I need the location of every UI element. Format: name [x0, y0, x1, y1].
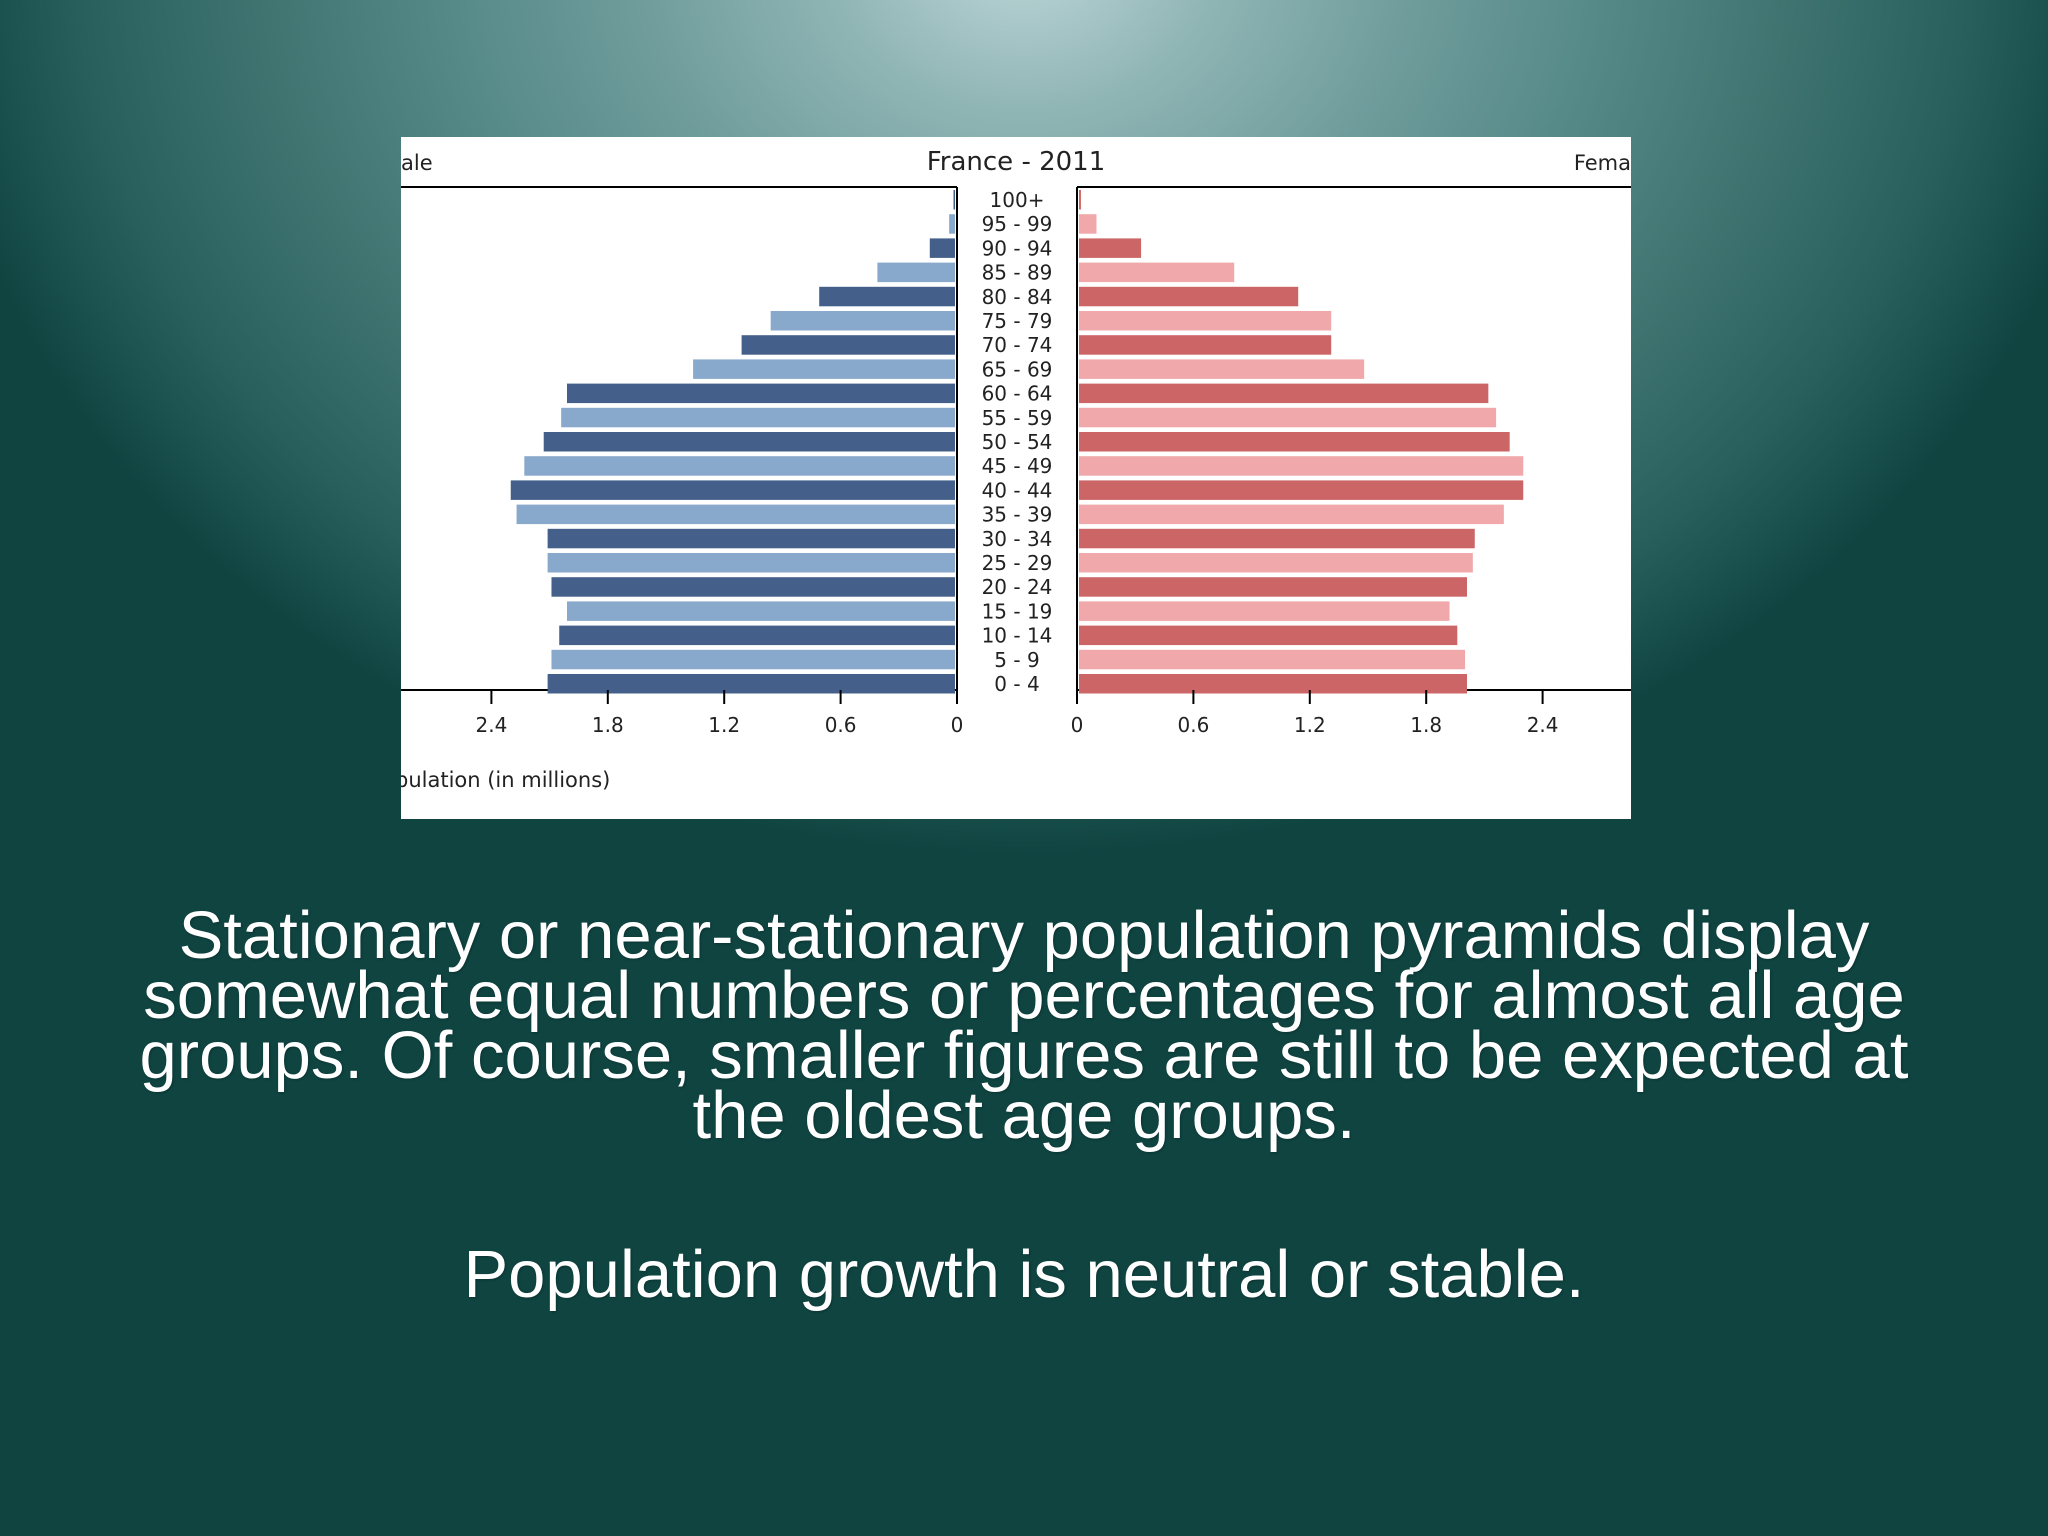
age-group-label: 80 - 84 — [982, 285, 1053, 309]
chart-title: France - 2011 — [927, 147, 1106, 177]
age-group-label: 85 - 89 — [982, 261, 1053, 285]
female-bar — [1079, 649, 1466, 670]
male-bar — [567, 601, 955, 621]
age-group-label: 25 - 29 — [982, 551, 1053, 575]
male-header-label: ale — [401, 151, 433, 175]
female-bar — [1079, 262, 1235, 283]
age-group-label: 35 - 39 — [982, 503, 1053, 527]
female-bar — [1079, 577, 1467, 597]
male-bar — [547, 674, 955, 694]
age-group-label: 45 - 49 — [982, 454, 1053, 478]
age-group-label: 15 - 19 — [982, 599, 1053, 623]
age-group-label: 75 - 79 — [982, 309, 1053, 333]
male-bar — [551, 649, 955, 670]
female-bar — [1079, 311, 1332, 331]
male-bar — [929, 238, 955, 258]
male-bar — [547, 553, 955, 573]
male-bar — [551, 577, 955, 597]
x-tick-label: 1.8 — [592, 713, 624, 737]
x-tick-label: 2.4 — [475, 713, 507, 737]
male-bar — [949, 214, 955, 234]
female-bar — [1079, 480, 1524, 500]
x-tick-label: 0.6 — [825, 713, 857, 737]
x-axis-ticks: 2.4 1.8 1.2 0.6 0 0 0.6 1.2 1.8 2.4 — [475, 690, 1559, 737]
female-bar — [1079, 190, 1081, 210]
male-bar — [516, 504, 955, 525]
age-group-label: 20 - 24 — [982, 575, 1053, 599]
female-bar — [1079, 238, 1142, 258]
age-group-label: 60 - 64 — [982, 382, 1053, 406]
population-pyramid-chart: France - 2011 ale Fema pulation (in mill… — [401, 137, 1631, 819]
age-group-label: 90 - 94 — [982, 236, 1053, 260]
male-bar — [547, 528, 955, 549]
chart-bars — [510, 190, 1524, 694]
caption-line: the oldest age groups. — [692, 1078, 1356, 1153]
age-group-label: 95 - 99 — [982, 212, 1053, 236]
female-bar — [1079, 601, 1450, 621]
female-bar — [1079, 407, 1497, 428]
x-tick-label: 2.4 — [1527, 713, 1559, 737]
age-group-label: 55 - 59 — [982, 406, 1053, 430]
x-tick-label: 1.2 — [1294, 713, 1326, 737]
female-bar — [1079, 214, 1097, 234]
male-bar — [561, 407, 955, 428]
age-group-label: 50 - 54 — [982, 430, 1053, 454]
caption-conclusion: Population growth is neutral or stable. — [463, 1237, 1585, 1312]
male-bar — [877, 262, 955, 283]
male-bar — [543, 432, 955, 452]
male-bar — [741, 335, 955, 355]
male-bar — [567, 383, 955, 404]
age-group-label: 30 - 34 — [982, 527, 1053, 551]
male-bar — [953, 190, 955, 210]
age-group-label: 100+ — [990, 188, 1045, 212]
female-bar — [1079, 674, 1467, 694]
x-axis-label: pulation (in millions) — [401, 768, 610, 792]
male-bar — [559, 625, 955, 646]
chart-svg: France - 2011 ale Fema pulation (in mill… — [401, 147, 1631, 792]
female-header-label: Fema — [1574, 151, 1631, 175]
caption-paragraph: Stationary or near-stationary population… — [0, 898, 2048, 1153]
male-bar — [510, 480, 955, 500]
female-bar — [1079, 528, 1475, 549]
age-group-label: 10 - 14 — [982, 624, 1053, 648]
female-bar — [1079, 504, 1504, 525]
age-group-label: 70 - 74 — [982, 333, 1053, 357]
caption-line: Stationary or near-stationary population… — [178, 898, 1870, 973]
female-bar — [1079, 553, 1473, 573]
age-group-label: 65 - 69 — [982, 357, 1053, 381]
x-tick-label: 0.6 — [1177, 713, 1209, 737]
caption-line: somewhat equal numbers or percentages fo… — [143, 958, 1905, 1033]
female-bar — [1079, 335, 1332, 355]
male-bar — [693, 359, 955, 379]
male-bar — [770, 311, 955, 331]
male-bar — [524, 456, 955, 476]
x-tick-label: 0 — [951, 713, 964, 737]
caption-line: groups. Of course, smaller figures are s… — [139, 1018, 1909, 1093]
x-tick-label: 1.2 — [708, 713, 740, 737]
age-group-label: 40 - 44 — [982, 478, 1053, 502]
age-group-label: 0 - 4 — [994, 672, 1039, 696]
x-tick-label: 0 — [1071, 713, 1084, 737]
male-bar — [819, 286, 955, 307]
female-bar — [1079, 432, 1510, 452]
female-bar — [1079, 456, 1524, 476]
female-bar — [1079, 359, 1365, 379]
female-bar — [1079, 286, 1299, 307]
age-group-label: 5 - 9 — [994, 648, 1039, 672]
female-bar — [1079, 383, 1489, 404]
x-tick-label: 1.8 — [1410, 713, 1442, 737]
female-bar — [1079, 625, 1458, 646]
